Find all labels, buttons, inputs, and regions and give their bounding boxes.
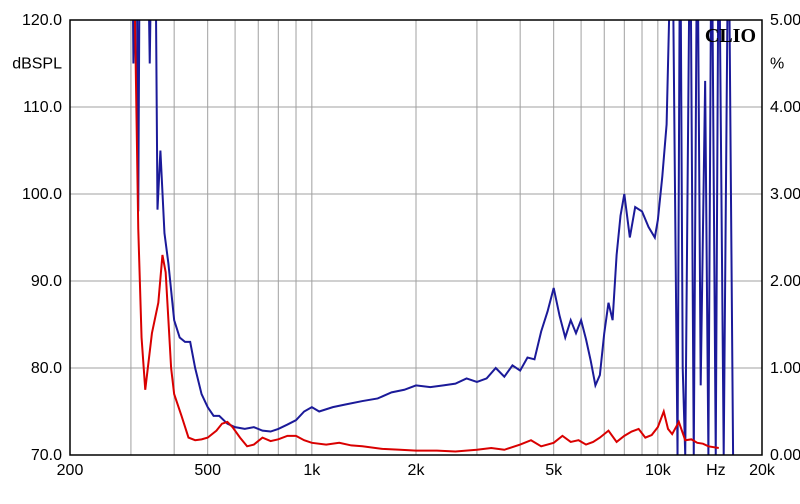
y-left-tick-label: 110.0 (23, 99, 62, 116)
x-tick-label: 10k (645, 462, 672, 479)
y-right-tick-label: 2.00 (770, 273, 800, 290)
x-tick-label: 1k (303, 462, 321, 479)
x-tick-label: 5k (545, 462, 563, 479)
frequency-response-chart: 70.080.090.0100.0110.0120.0dBSPL0.001.00… (0, 0, 800, 504)
y-left-tick-label: 90.0 (31, 273, 62, 290)
y-right-tick-label: 1.00 (770, 360, 800, 377)
y-right-tick-label: 3.00 (770, 186, 800, 203)
y-right-tick-label: 5.00 (770, 12, 800, 29)
y-left-unit: dBSPL (12, 56, 62, 73)
x-tick-label: 500 (194, 462, 221, 479)
y-left-tick-label: 100.0 (22, 186, 62, 203)
x-tick-label: 200 (57, 462, 84, 479)
x-tick-label: 20k (749, 462, 776, 479)
x-unit: Hz (706, 462, 726, 479)
x-tick-label: 2k (408, 462, 426, 479)
y-right-tick-label: 4.00 (770, 99, 800, 116)
y-left-tick-label: 120.0 (22, 12, 62, 29)
brand-label: CLIO (705, 25, 756, 47)
y-right-unit: % (770, 56, 784, 73)
y-left-tick-label: 80.0 (31, 360, 62, 377)
